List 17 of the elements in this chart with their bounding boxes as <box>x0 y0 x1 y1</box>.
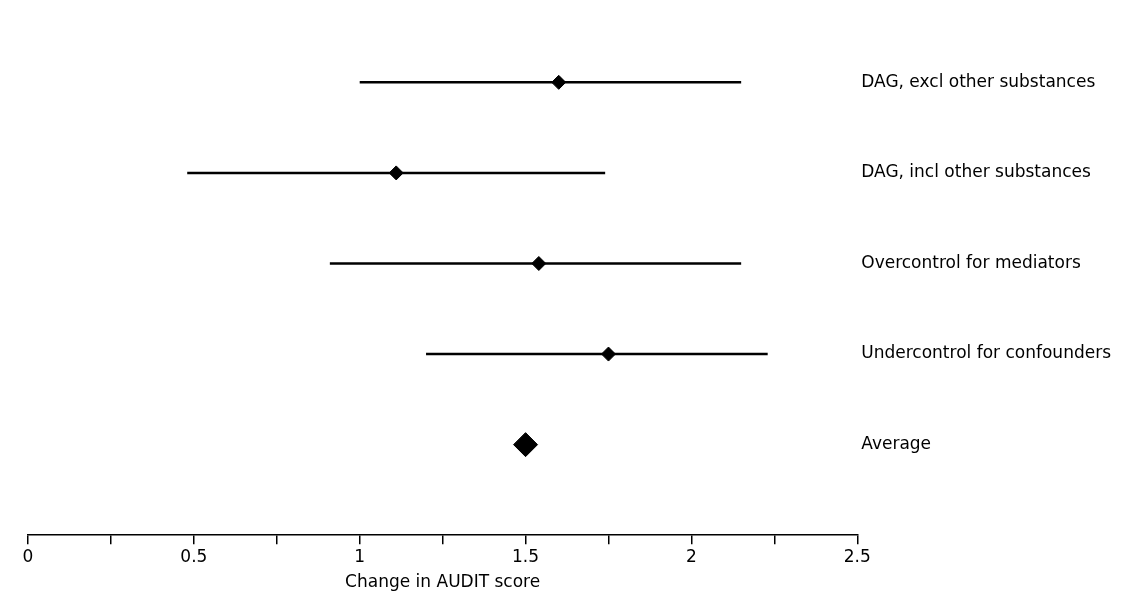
y-tick-label: DAG, excl other substances <box>861 70 1096 91</box>
x-tick-label: 0 <box>22 545 34 566</box>
x-tick-label: 0.5 <box>180 545 208 566</box>
x-tick-label: 2.5 <box>843 545 871 566</box>
x-tick-label: 1.5 <box>512 545 540 566</box>
y-tick-label: Overcontrol for mediators <box>861 251 1081 272</box>
y-tick-label: Average <box>861 433 932 454</box>
y-tick-label: Undercontrol for confounders <box>861 342 1112 363</box>
point <box>531 255 547 271</box>
point <box>513 432 539 458</box>
point <box>600 346 616 362</box>
point <box>551 74 567 90</box>
x-tick-label: 1 <box>354 545 366 566</box>
x-tick-label: 2 <box>685 545 697 566</box>
point <box>388 165 404 181</box>
x-axis-title: Change in AUDIT score <box>345 571 541 592</box>
y-tick-label: DAG, incl other substances <box>861 161 1091 182</box>
